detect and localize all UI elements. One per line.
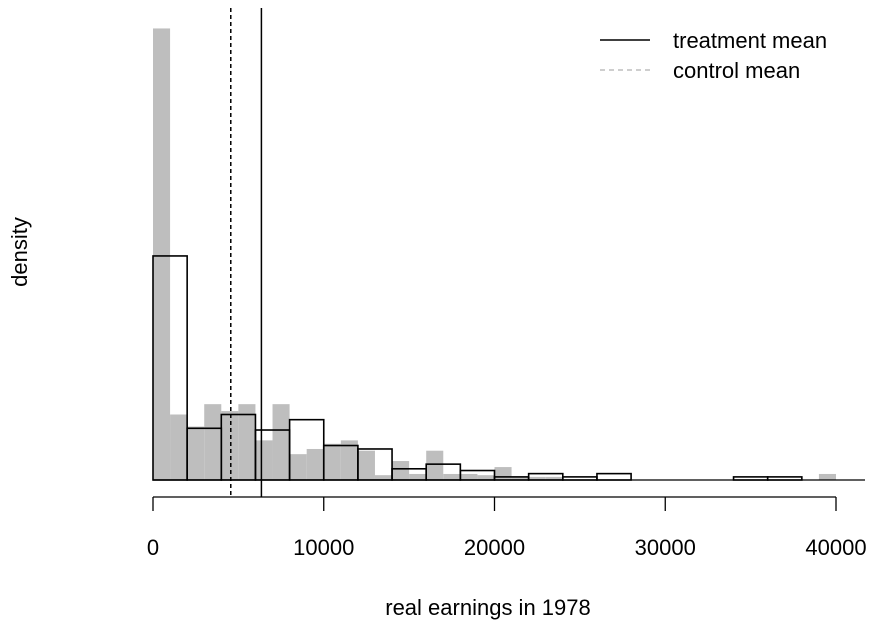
control-bar-3 xyxy=(204,404,222,480)
control-bar-9 xyxy=(306,448,324,480)
control-bar-15 xyxy=(409,473,427,480)
legend-label-treatment-mean: treatment mean xyxy=(673,28,827,53)
control-histogram xyxy=(153,28,836,481)
legend: treatment mean control mean xyxy=(600,28,827,83)
control-bar-13 xyxy=(374,475,393,480)
control-bar-22 xyxy=(528,476,546,480)
control-bar-10 xyxy=(323,443,341,480)
control-bar-14 xyxy=(392,461,410,480)
x-axis-title: real earnings in 1978 xyxy=(385,595,590,620)
x-tick-label-1: 10000 xyxy=(293,535,354,560)
x-tick-label-4: 40000 xyxy=(805,535,866,560)
control-bar-12 xyxy=(357,450,375,480)
control-bar-7 xyxy=(272,404,290,480)
control-bar-1 xyxy=(170,414,188,480)
control-bar-2 xyxy=(187,426,205,480)
x-axis: 0 10000 20000 30000 40000 xyxy=(147,496,867,560)
x-tick-label-0: 0 xyxy=(147,535,159,560)
treatment-bar-13 xyxy=(596,472,632,481)
control-bar-11 xyxy=(340,440,358,480)
control-bar-24 xyxy=(818,473,836,480)
control-bar-16 xyxy=(426,450,444,480)
control-bar-20 xyxy=(494,467,512,480)
control-bar-23 xyxy=(545,476,563,480)
control-bar-17 xyxy=(443,473,461,480)
control-bar-6 xyxy=(255,440,273,480)
y-axis-title: density xyxy=(7,217,32,287)
control-bar-4 xyxy=(221,411,239,480)
control-bar-21 xyxy=(511,476,529,480)
legend-label-control-mean: control mean xyxy=(673,58,800,83)
control-bar-19 xyxy=(477,475,495,480)
control-bar-5 xyxy=(238,404,256,480)
mean-reference-lines xyxy=(230,8,263,497)
x-tick-label-2: 20000 xyxy=(464,535,525,560)
x-tick-label-3: 30000 xyxy=(635,535,696,560)
control-bar-8 xyxy=(289,454,307,480)
control-bar-0 xyxy=(153,28,171,481)
control-bar-18 xyxy=(460,473,478,480)
